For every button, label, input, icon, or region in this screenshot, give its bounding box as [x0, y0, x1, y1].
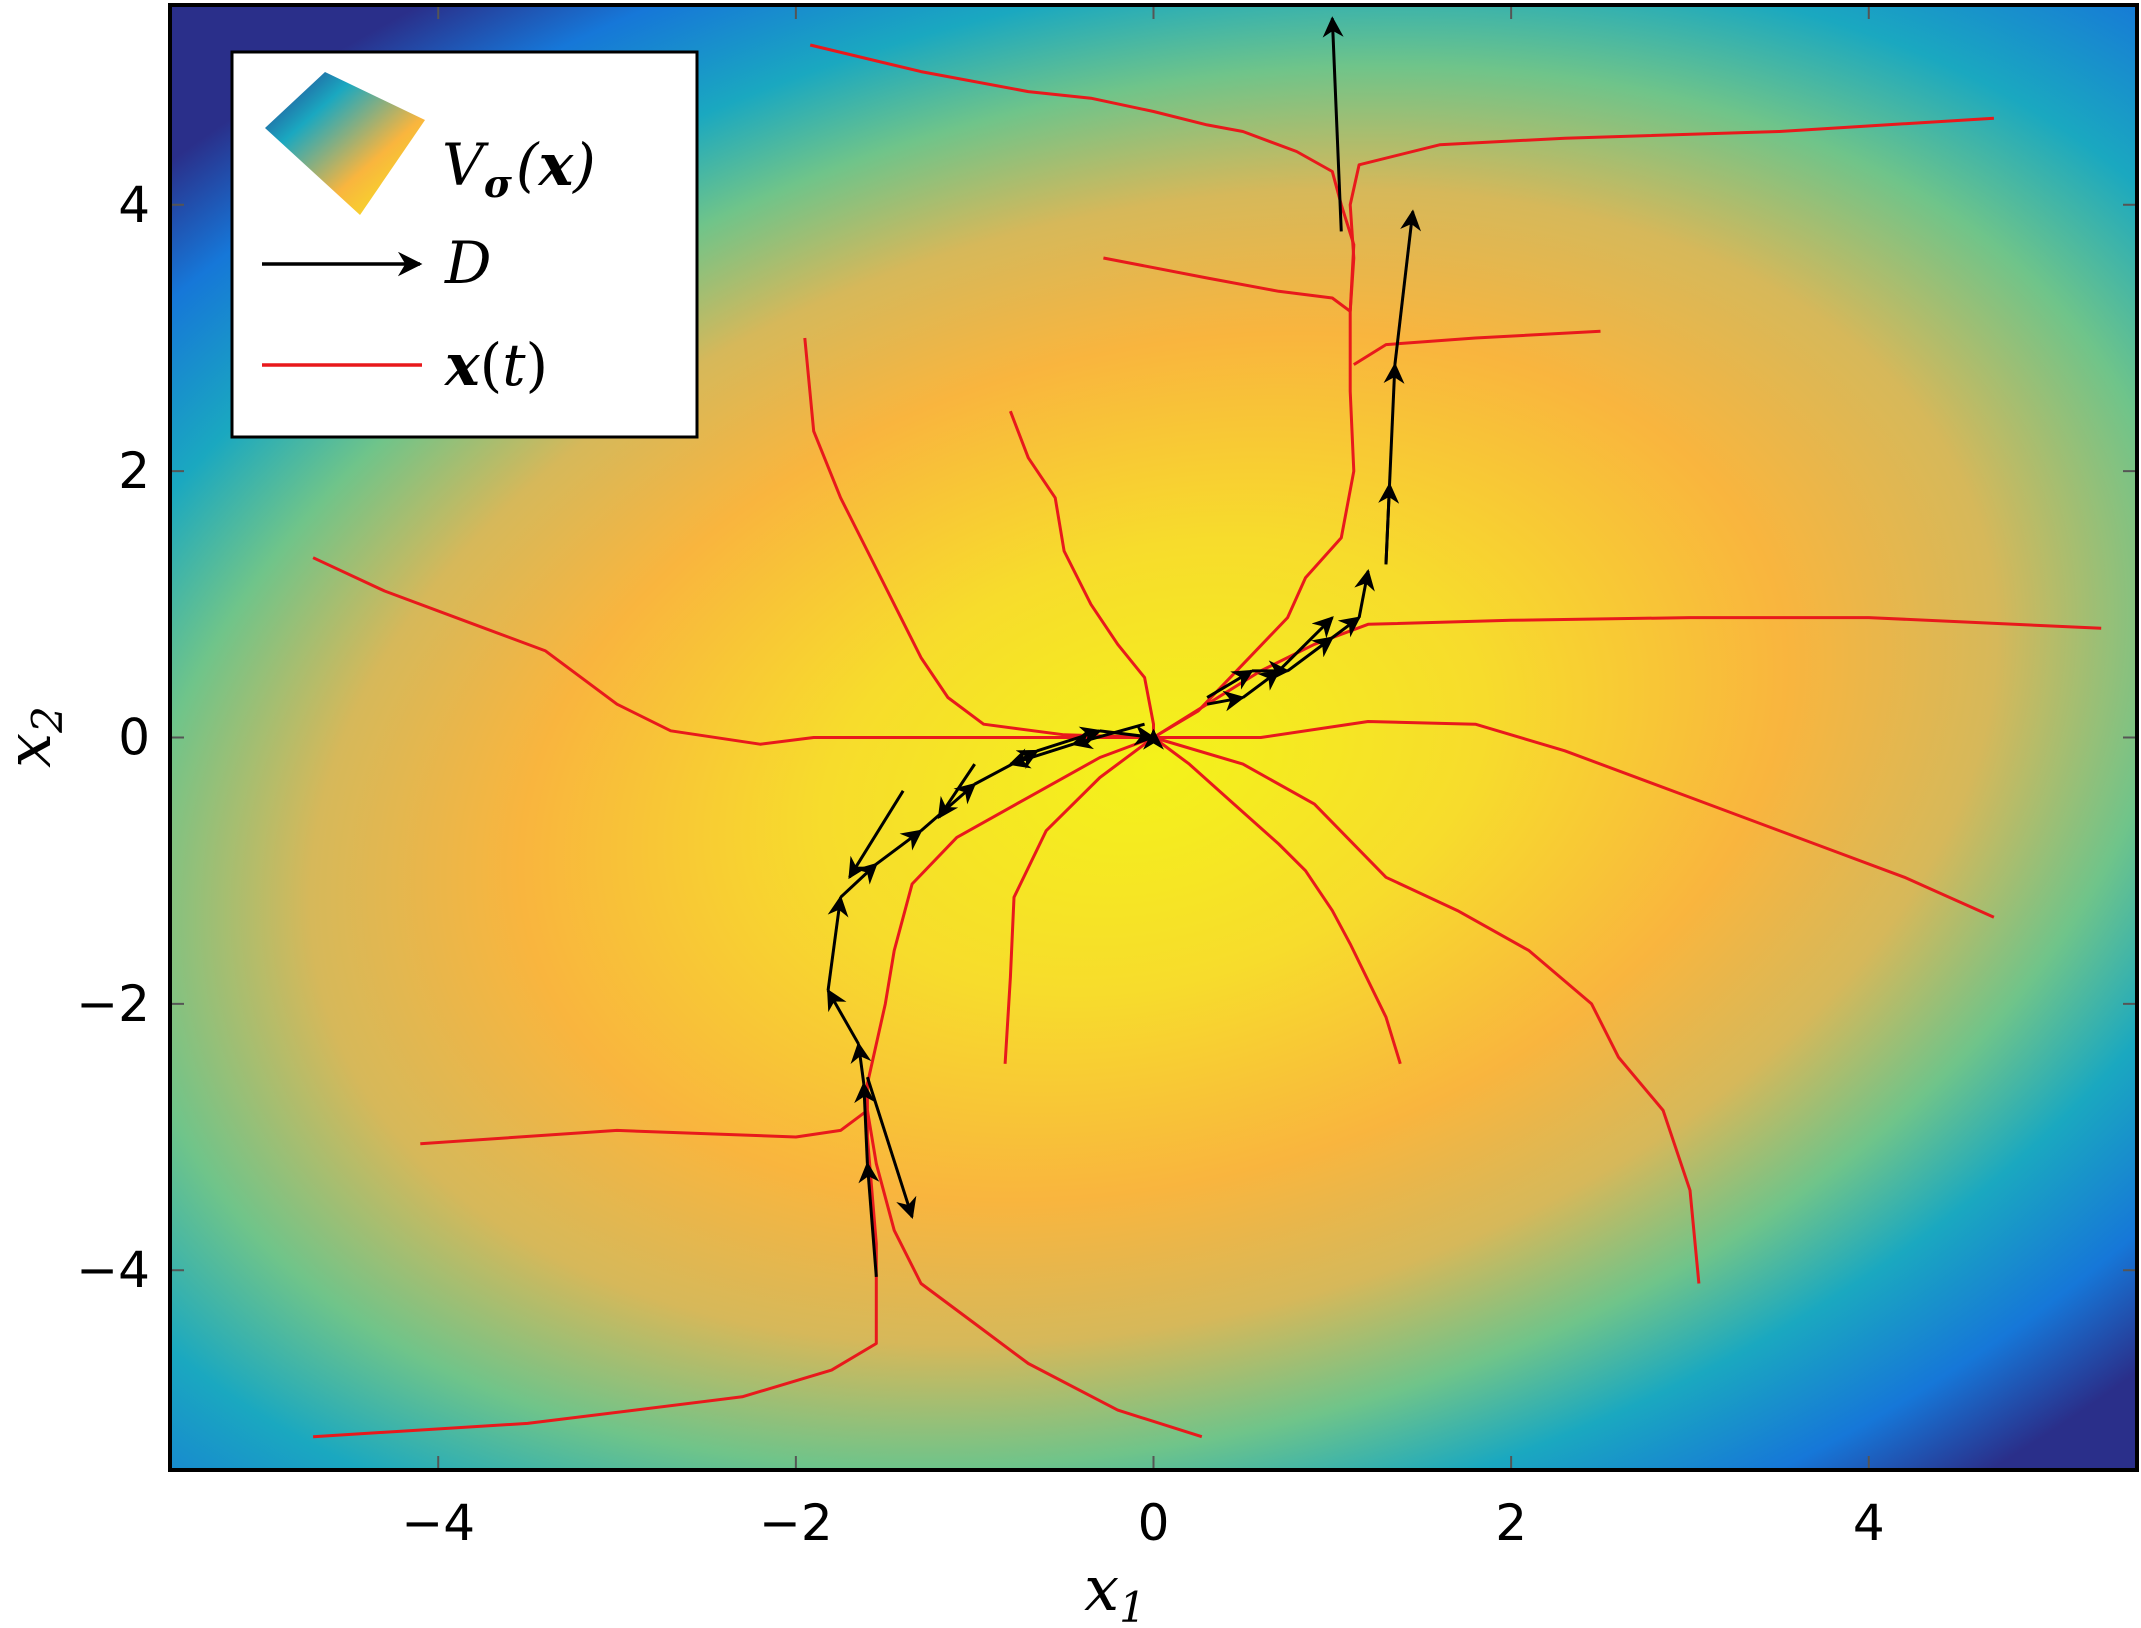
legend: Vσ(x) D x(t): [230, 50, 699, 439]
trajectory-3: [1103, 256, 1352, 313]
legend-traj-close: ): [526, 331, 549, 399]
demo-1-arrow-7: [875, 829, 923, 866]
trajectory-6: [1008, 410, 1155, 738]
svg-text:x1: x1: [1084, 1552, 1146, 1628]
demo-1-arrow-1: [858, 1161, 880, 1278]
legend-surface-arg: x: [537, 131, 575, 199]
demo-1-arrow-5: [826, 895, 849, 991]
x-tick-label: 2: [1495, 1494, 1527, 1552]
trajectory-2: [1348, 116, 1994, 312]
y-tick-label: 4: [118, 176, 150, 234]
demo-5-arrow-1: [1206, 690, 1245, 712]
demo-1-arrow-6: [839, 862, 878, 899]
legend-entry-trajectory: x(t): [262, 331, 548, 399]
demonstration-layer: [826, 16, 1422, 1278]
demo-9-arrow-1: [937, 763, 976, 820]
x-tick-label: 4: [1853, 1494, 1885, 1552]
x-tick-label: −4: [401, 1494, 475, 1552]
legend-entry-arrows: D: [262, 229, 492, 297]
x-tick-labels: −4 −2 0 2 4: [401, 1494, 1884, 1552]
trajectory-7: [312, 556, 1154, 746]
demo-8-arrow-1: [1071, 722, 1145, 750]
trajectory-14: [420, 1109, 869, 1146]
demo-4-arrow-1: [1206, 669, 1254, 699]
demo-3-arrow-2: [1393, 209, 1422, 365]
demo-11-arrow-1: [865, 1076, 917, 1219]
y-tick-labels: −4 −2 0 2 4: [76, 176, 150, 1299]
svg-text:x(t): x(t): [443, 331, 548, 399]
plot-frame: [168, 3, 2139, 1472]
demo-4-arrow-5: [1354, 568, 1375, 618]
x-tick-label: 0: [1138, 1494, 1170, 1552]
demo-5-arrow-3: [1277, 616, 1334, 672]
trajectory-10: [1152, 736, 1402, 1065]
y-tick-label: −4: [76, 1241, 150, 1299]
y-axis-label-sub: 2: [23, 706, 72, 734]
demo-4-arrow-3: [1286, 636, 1335, 673]
y-tick-label: 2: [118, 442, 150, 500]
legend-surface-symbol: V: [442, 131, 489, 199]
legend-surface-sub: σ: [484, 161, 513, 206]
demo-1-arrow-3: [850, 1041, 872, 1084]
legend-surface-open: (: [516, 131, 540, 199]
demo-2-arrow-1: [1322, 16, 1344, 232]
legend-traj-arg: t: [502, 331, 526, 399]
y-axis-label: x2: [0, 706, 72, 768]
y-axis-label-main: x: [0, 733, 65, 768]
demo-8-arrow-2: [1008, 742, 1074, 769]
surface-swatch-icon: [265, 72, 425, 215]
trajectory-5: [803, 337, 1154, 739]
demo-10-arrow-1: [848, 789, 905, 880]
y-tick-label: 0: [118, 709, 150, 767]
legend-arrows-symbol: D: [444, 229, 492, 297]
trajectory-4: [1353, 329, 1601, 366]
x-axis-label: x1: [1084, 1552, 1146, 1628]
svg-text:Vσ(x): Vσ(x): [442, 131, 596, 206]
legend-traj-open: (: [480, 331, 503, 399]
svg-text:x2: x2: [0, 706, 72, 768]
legend-traj-symbol: x: [443, 331, 481, 399]
legend-surface-close: ): [571, 131, 596, 199]
demo-7-arrow-1: [1378, 482, 1400, 565]
x-tick-label: −2: [759, 1494, 833, 1552]
demo-5-arrow-2: [1242, 669, 1281, 699]
trajectory-12: [1003, 736, 1155, 1064]
trajectory-9: [1153, 720, 1995, 919]
demo-1-arrow-2: [854, 1081, 876, 1164]
trajectory-11: [1153, 736, 1701, 1284]
x-axis-label-sub: 1: [1119, 1583, 1146, 1628]
x-axis-label-main: x: [1084, 1552, 1119, 1625]
demo-4-arrow-4: [1331, 616, 1361, 639]
y-tick-label: −2: [76, 975, 150, 1033]
legend-entry-surface: Vσ(x): [265, 72, 596, 215]
tick-marks: [170, 5, 2137, 1470]
trajectory-1: [809, 43, 1356, 739]
demo-1-arrow-4: [826, 988, 860, 1045]
